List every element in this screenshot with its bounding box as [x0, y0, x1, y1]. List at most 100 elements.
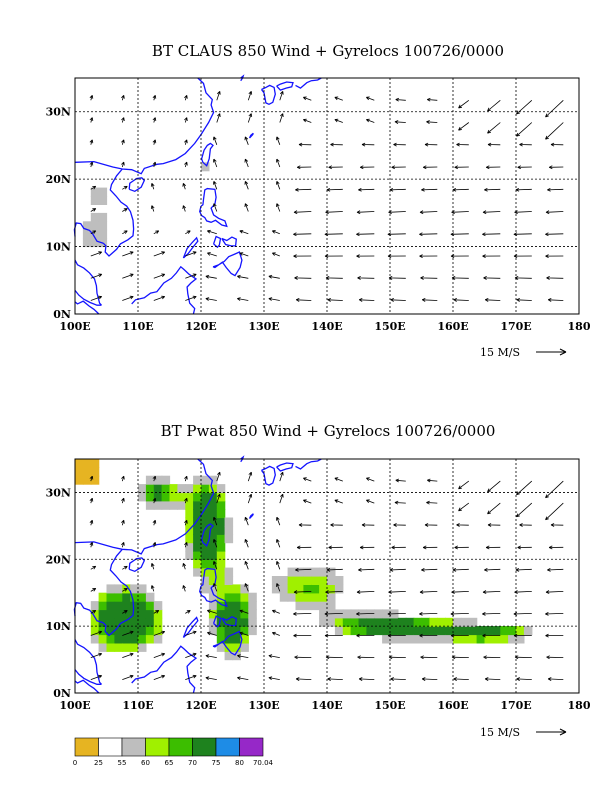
wind-vector-icon: [272, 252, 280, 257]
panel-1-gridlines: [75, 78, 579, 314]
wind-vector-icon: [239, 230, 249, 235]
wind-vector-icon: [546, 655, 564, 660]
fill-cell: [114, 626, 123, 636]
fill-cell: [114, 609, 123, 619]
wind-vector-icon: [324, 232, 343, 237]
fill-cell: [240, 617, 249, 627]
fill-cell: [319, 601, 328, 611]
fill-cell: [390, 626, 399, 636]
fill-cell: [327, 617, 336, 627]
fill-cell: [468, 617, 478, 627]
fill-cell: [390, 617, 399, 627]
fill-cell: [201, 484, 210, 494]
wind-vector-icon: [213, 203, 218, 212]
y-tick: 0N: [53, 687, 71, 700]
wind-vector-icon: [387, 633, 406, 638]
wind-vector-icon: [239, 631, 249, 636]
fill-cell: [240, 584, 249, 594]
wind-vector-icon: [272, 631, 280, 636]
fill-cell: [177, 492, 186, 502]
fill-cell: [405, 634, 415, 644]
fill-cell: [232, 609, 241, 619]
wind-vector-icon: [483, 655, 501, 660]
wind-vector-icon: [153, 652, 166, 658]
fill-cell: [287, 584, 297, 594]
fill-cell: [145, 601, 155, 611]
wind-vector-icon: [456, 523, 469, 527]
wind-vector-icon: [153, 610, 160, 614]
wind-vector-icon: [484, 677, 501, 681]
fill-cell: [216, 517, 226, 527]
wind-vector-icon: [121, 117, 125, 123]
fill-cell: [130, 584, 139, 594]
wind-vector-icon: [279, 113, 284, 123]
wind-vector-icon: [513, 232, 532, 237]
fill-cell: [185, 525, 194, 535]
fill-cell: [453, 626, 462, 636]
fill-cell: [319, 592, 328, 602]
x-tick: 110E: [122, 699, 153, 712]
wind-vector-icon: [213, 539, 218, 548]
wind-vector-icon: [213, 516, 218, 526]
fill-cell: [382, 617, 391, 627]
fill-cell: [319, 576, 328, 585]
wind-vector-icon: [185, 630, 197, 636]
fill-cell: [90, 634, 100, 644]
wind-vector-icon: [482, 612, 501, 616]
fill-cell: [350, 617, 360, 627]
wind-vector-icon: [153, 295, 166, 301]
fill-cell: [153, 609, 163, 619]
fill-cell: [397, 626, 407, 636]
wind-vector-icon: [324, 633, 343, 638]
wind-vector-icon: [295, 298, 312, 302]
fill-cell: [90, 459, 100, 468]
fill-cell: [224, 642, 234, 652]
wind-vector-icon: [279, 471, 284, 482]
fill-cell: [248, 592, 257, 602]
wind-vector-icon: [458, 502, 470, 512]
wind-vector-icon: [327, 298, 343, 302]
wind-vector-icon: [293, 590, 312, 594]
fill-cell: [193, 567, 202, 577]
wind-vector-icon: [207, 229, 217, 235]
fill-cell: [224, 534, 234, 544]
wind-vector-icon: [366, 118, 375, 123]
wind-vector-icon: [184, 542, 188, 548]
wind-vector-icon: [185, 652, 197, 658]
wind-vector-icon: [487, 480, 501, 493]
scale-arrowhead-icon: [559, 348, 567, 356]
panel-2-x-ticks: 100E 110E 120E 130E 140E 150E 160E 170E …: [59, 699, 591, 712]
fill-cell: [232, 634, 241, 644]
fill-cell: [405, 626, 415, 636]
fill-cell: [311, 584, 320, 594]
wind-vector-icon: [303, 477, 312, 482]
wind-vector-icon: [272, 609, 280, 614]
fill-cell: [208, 509, 218, 519]
wind-vector-icon: [545, 480, 564, 499]
fill-cell: [366, 617, 375, 627]
wind-vector-icon: [366, 96, 375, 101]
wind-vector-icon: [216, 493, 221, 504]
x-tick: 170E: [500, 320, 531, 333]
panel-claus: BT CLAUS 850 Wind + Gyrelocs 100726/0000…: [46, 42, 591, 359]
wind-vector-icon: [122, 652, 134, 658]
fill-cell: [397, 634, 407, 644]
fill-cell: [208, 550, 218, 560]
wind-vector-icon: [395, 97, 406, 102]
fill-cell: [82, 238, 92, 248]
colorbar-label: 75: [212, 759, 221, 767]
colorbar-label: 70.04: [253, 759, 274, 767]
fill-cell: [201, 517, 210, 527]
fill-cell: [248, 609, 257, 619]
wind-vector-icon: [213, 136, 218, 145]
wind-vector-icon: [276, 136, 281, 145]
fill-cell: [232, 601, 241, 611]
y-tick: 10N: [46, 620, 71, 633]
fill-cell: [138, 584, 147, 594]
colorbar-swatch: [192, 737, 217, 757]
fill-cell: [358, 626, 367, 636]
fill-cell: [437, 634, 446, 644]
wind-vector-icon: [90, 185, 97, 190]
fill-cell: [193, 517, 202, 527]
fill-cell: [303, 601, 312, 611]
